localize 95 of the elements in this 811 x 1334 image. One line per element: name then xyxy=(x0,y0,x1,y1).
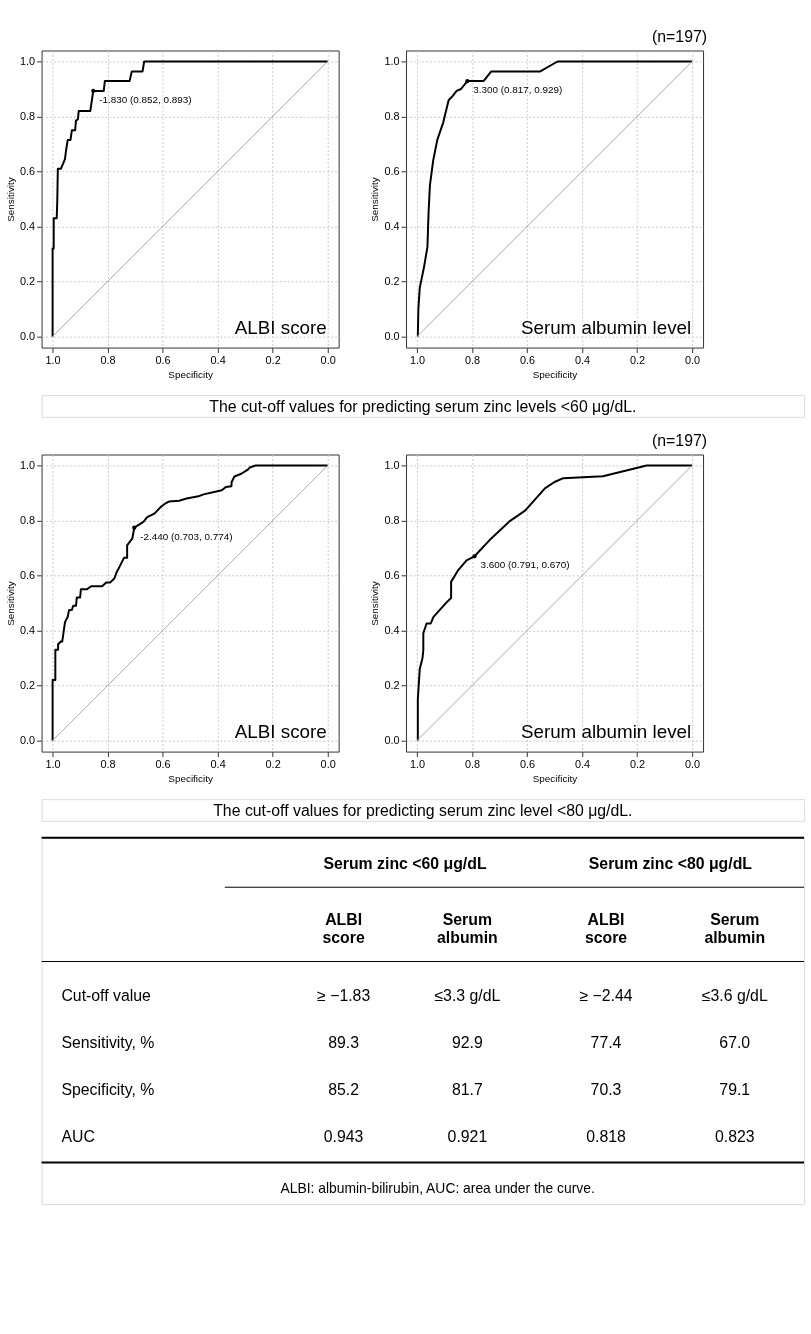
y-tick-label: 1.0 xyxy=(20,458,36,471)
x-tick-label: 0.8 xyxy=(100,353,116,366)
x-tick-label: 0.8 xyxy=(464,353,481,366)
text: ALBI: albumin-bilirubin, AUC: area under the curve. xyxy=(280,1180,595,1197)
y-tick-label: 0.0 xyxy=(20,330,36,343)
text: ≥ −2.44 xyxy=(579,987,633,1005)
y-tick-label: 0.6 xyxy=(384,569,400,582)
text: ALBI score xyxy=(322,910,365,946)
x-tick-label: 0.2 xyxy=(265,757,281,770)
text: Cut-off value xyxy=(61,987,152,1005)
x-tick-label: 0.6 xyxy=(155,353,171,366)
y-tick-label: 0.6 xyxy=(20,164,36,177)
annotation: Serum albumin level xyxy=(520,720,692,742)
text: Specificity, % xyxy=(61,1081,155,1099)
text: 77.4 xyxy=(590,1033,622,1051)
x-tick-label: 0.4 xyxy=(574,757,591,770)
text: 0.921 xyxy=(447,1127,488,1145)
y-tick-label: 0.2 xyxy=(384,679,400,692)
x-axis-title: Specificity xyxy=(532,368,578,380)
y-tick-label: 0.8 xyxy=(384,109,400,122)
x-tick-label: 0.2 xyxy=(265,353,281,366)
text: (n=197) xyxy=(652,27,708,45)
x-axis-title: Specificity xyxy=(168,772,213,784)
y-tick-label: 0.0 xyxy=(384,330,400,343)
text: Serum zinc <80 μg/dL xyxy=(588,855,753,873)
x-tick-label: 0.0 xyxy=(320,757,336,770)
text: 0.823 xyxy=(714,1127,755,1145)
text: 92.9 xyxy=(451,1033,483,1051)
y-tick-label: 0.4 xyxy=(20,624,36,637)
x-tick-label: 0.2 xyxy=(629,353,646,366)
text: The cut-off values for predicting serum zinc levels <60 μg/dL. xyxy=(209,397,637,415)
text: The cut-off values for predicting serum zinc level <80 μg/dL. xyxy=(213,801,633,819)
text: 81.7 xyxy=(451,1081,483,1099)
annotation: ALBI score xyxy=(234,316,327,338)
y-tick-label: 0.2 xyxy=(20,275,36,288)
x-tick-label: 1.0 xyxy=(409,757,426,770)
x-tick-label: 1.0 xyxy=(409,353,426,366)
x-axis-title: Specificity xyxy=(532,772,578,784)
y-axis-title: Sensitivity xyxy=(5,581,17,626)
annotation: 3.300 (0.817, 0.929) xyxy=(473,83,563,95)
y-tick-label: 1.0 xyxy=(384,458,400,471)
annotation: 3.600 (0.791, 0.670) xyxy=(480,559,570,571)
annotation: Serum albumin level xyxy=(520,316,692,338)
x-axis-title: Specificity xyxy=(168,368,213,380)
text: ALBI score xyxy=(584,910,628,946)
y-tick-label: 0.4 xyxy=(384,220,400,233)
x-tick-label: 0.0 xyxy=(320,353,336,366)
y-axis-title: Sensitivity xyxy=(5,177,17,222)
y-tick-label: 1.0 xyxy=(20,54,36,67)
y-tick-label: 0.2 xyxy=(384,275,400,288)
text: Serum zinc <60 μg/dL xyxy=(323,855,487,873)
x-tick-label: 0.6 xyxy=(155,757,171,770)
annotation: -2.440 (0.703, 0.774) xyxy=(140,530,233,542)
y-tick-label: 0.4 xyxy=(20,220,36,233)
text: 0.943 xyxy=(323,1127,364,1145)
y-tick-label: 0.4 xyxy=(384,624,400,637)
annotation: -1.830 (0.852, 0.893) xyxy=(99,93,192,105)
x-tick-label: 0.0 xyxy=(684,353,701,366)
annotation: ALBI score xyxy=(234,720,327,742)
text: AUC xyxy=(61,1127,95,1145)
x-tick-label: 0.0 xyxy=(684,757,701,770)
text: 89.3 xyxy=(328,1033,360,1051)
text: 0.818 xyxy=(586,1127,627,1145)
text: 85.2 xyxy=(328,1081,360,1099)
text: Sensitivity, % xyxy=(61,1033,155,1051)
x-tick-label: 0.6 xyxy=(519,757,536,770)
y-tick-label: 0.6 xyxy=(20,569,36,582)
x-tick-label: 0.4 xyxy=(210,757,226,770)
text: (n=197) xyxy=(652,431,708,449)
y-tick-label: 0.2 xyxy=(20,679,36,692)
y-tick-label: 0.8 xyxy=(384,514,400,526)
y-tick-label: 0.8 xyxy=(20,514,36,526)
x-tick-label: 0.8 xyxy=(464,757,481,770)
text: Serum albumin xyxy=(704,910,766,946)
text: 70.3 xyxy=(590,1081,622,1099)
text: 79.1 xyxy=(719,1081,751,1099)
x-tick-label: 1.0 xyxy=(45,757,61,770)
text: ≤3.6 g/dL xyxy=(701,987,768,1005)
text: ≤3.3 g/dL xyxy=(434,987,501,1005)
x-tick-label: 0.2 xyxy=(629,757,646,770)
x-tick-label: 0.4 xyxy=(210,353,226,366)
y-tick-label: 0.6 xyxy=(384,164,400,177)
text: ≥ −1.83 xyxy=(317,987,371,1005)
x-tick-label: 0.6 xyxy=(519,353,536,366)
x-tick-label: 1.0 xyxy=(45,353,61,366)
x-tick-label: 0.4 xyxy=(574,353,591,366)
y-axis-title: Sensitivity xyxy=(369,177,381,222)
x-tick-label: 0.8 xyxy=(100,757,116,770)
text: 67.0 xyxy=(719,1033,751,1051)
y-tick-label: 0.8 xyxy=(20,109,36,122)
y-tick-label: 1.0 xyxy=(384,54,400,67)
y-tick-label: 0.0 xyxy=(384,734,400,747)
text: Serum albumin xyxy=(437,910,498,946)
y-tick-label: 0.0 xyxy=(20,734,36,747)
y-axis-title: Sensitivity xyxy=(369,581,381,626)
